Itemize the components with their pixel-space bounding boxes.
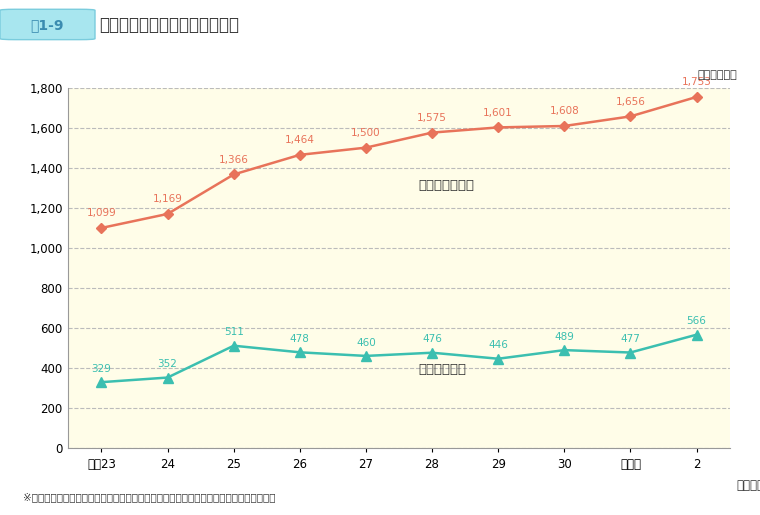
Text: 年度末在職者数: 年度末在職者数 bbox=[419, 179, 475, 192]
Text: 任期付職員法に基づく採用状況: 任期付職員法に基づく採用状況 bbox=[99, 16, 239, 33]
Text: （年度）: （年度） bbox=[736, 478, 760, 492]
Text: 1,601: 1,601 bbox=[483, 108, 513, 118]
Text: 1,575: 1,575 bbox=[417, 113, 447, 123]
Text: 489: 489 bbox=[554, 332, 575, 342]
Text: 1,099: 1,099 bbox=[87, 208, 116, 218]
Text: 1,753: 1,753 bbox=[682, 77, 711, 87]
Text: 352: 352 bbox=[157, 359, 178, 369]
Text: 566: 566 bbox=[686, 316, 707, 327]
Text: 1,500: 1,500 bbox=[351, 128, 381, 138]
Text: ※　在職者数は、各年度末における人数である。なお、当初の任期により算出している。: ※ 在職者数は、各年度末における人数である。なお、当初の任期により算出している。 bbox=[23, 492, 275, 502]
Text: 446: 446 bbox=[488, 340, 508, 350]
Text: 1,608: 1,608 bbox=[549, 106, 579, 116]
Text: 1,464: 1,464 bbox=[285, 135, 315, 145]
Text: 1,366: 1,366 bbox=[219, 154, 249, 165]
Text: 478: 478 bbox=[290, 334, 310, 344]
Text: 460: 460 bbox=[356, 338, 375, 348]
Text: 1,169: 1,169 bbox=[153, 194, 182, 204]
Text: 329: 329 bbox=[91, 364, 112, 374]
Text: （単位：人）: （単位：人） bbox=[698, 70, 737, 80]
Text: 図1-9: 図1-9 bbox=[30, 18, 64, 32]
FancyBboxPatch shape bbox=[0, 9, 95, 40]
Text: 477: 477 bbox=[620, 334, 641, 344]
Text: 476: 476 bbox=[422, 334, 442, 345]
Text: 新規採用者数: 新規採用者数 bbox=[419, 364, 467, 376]
Text: 1,656: 1,656 bbox=[616, 97, 645, 107]
Text: 511: 511 bbox=[223, 328, 244, 337]
